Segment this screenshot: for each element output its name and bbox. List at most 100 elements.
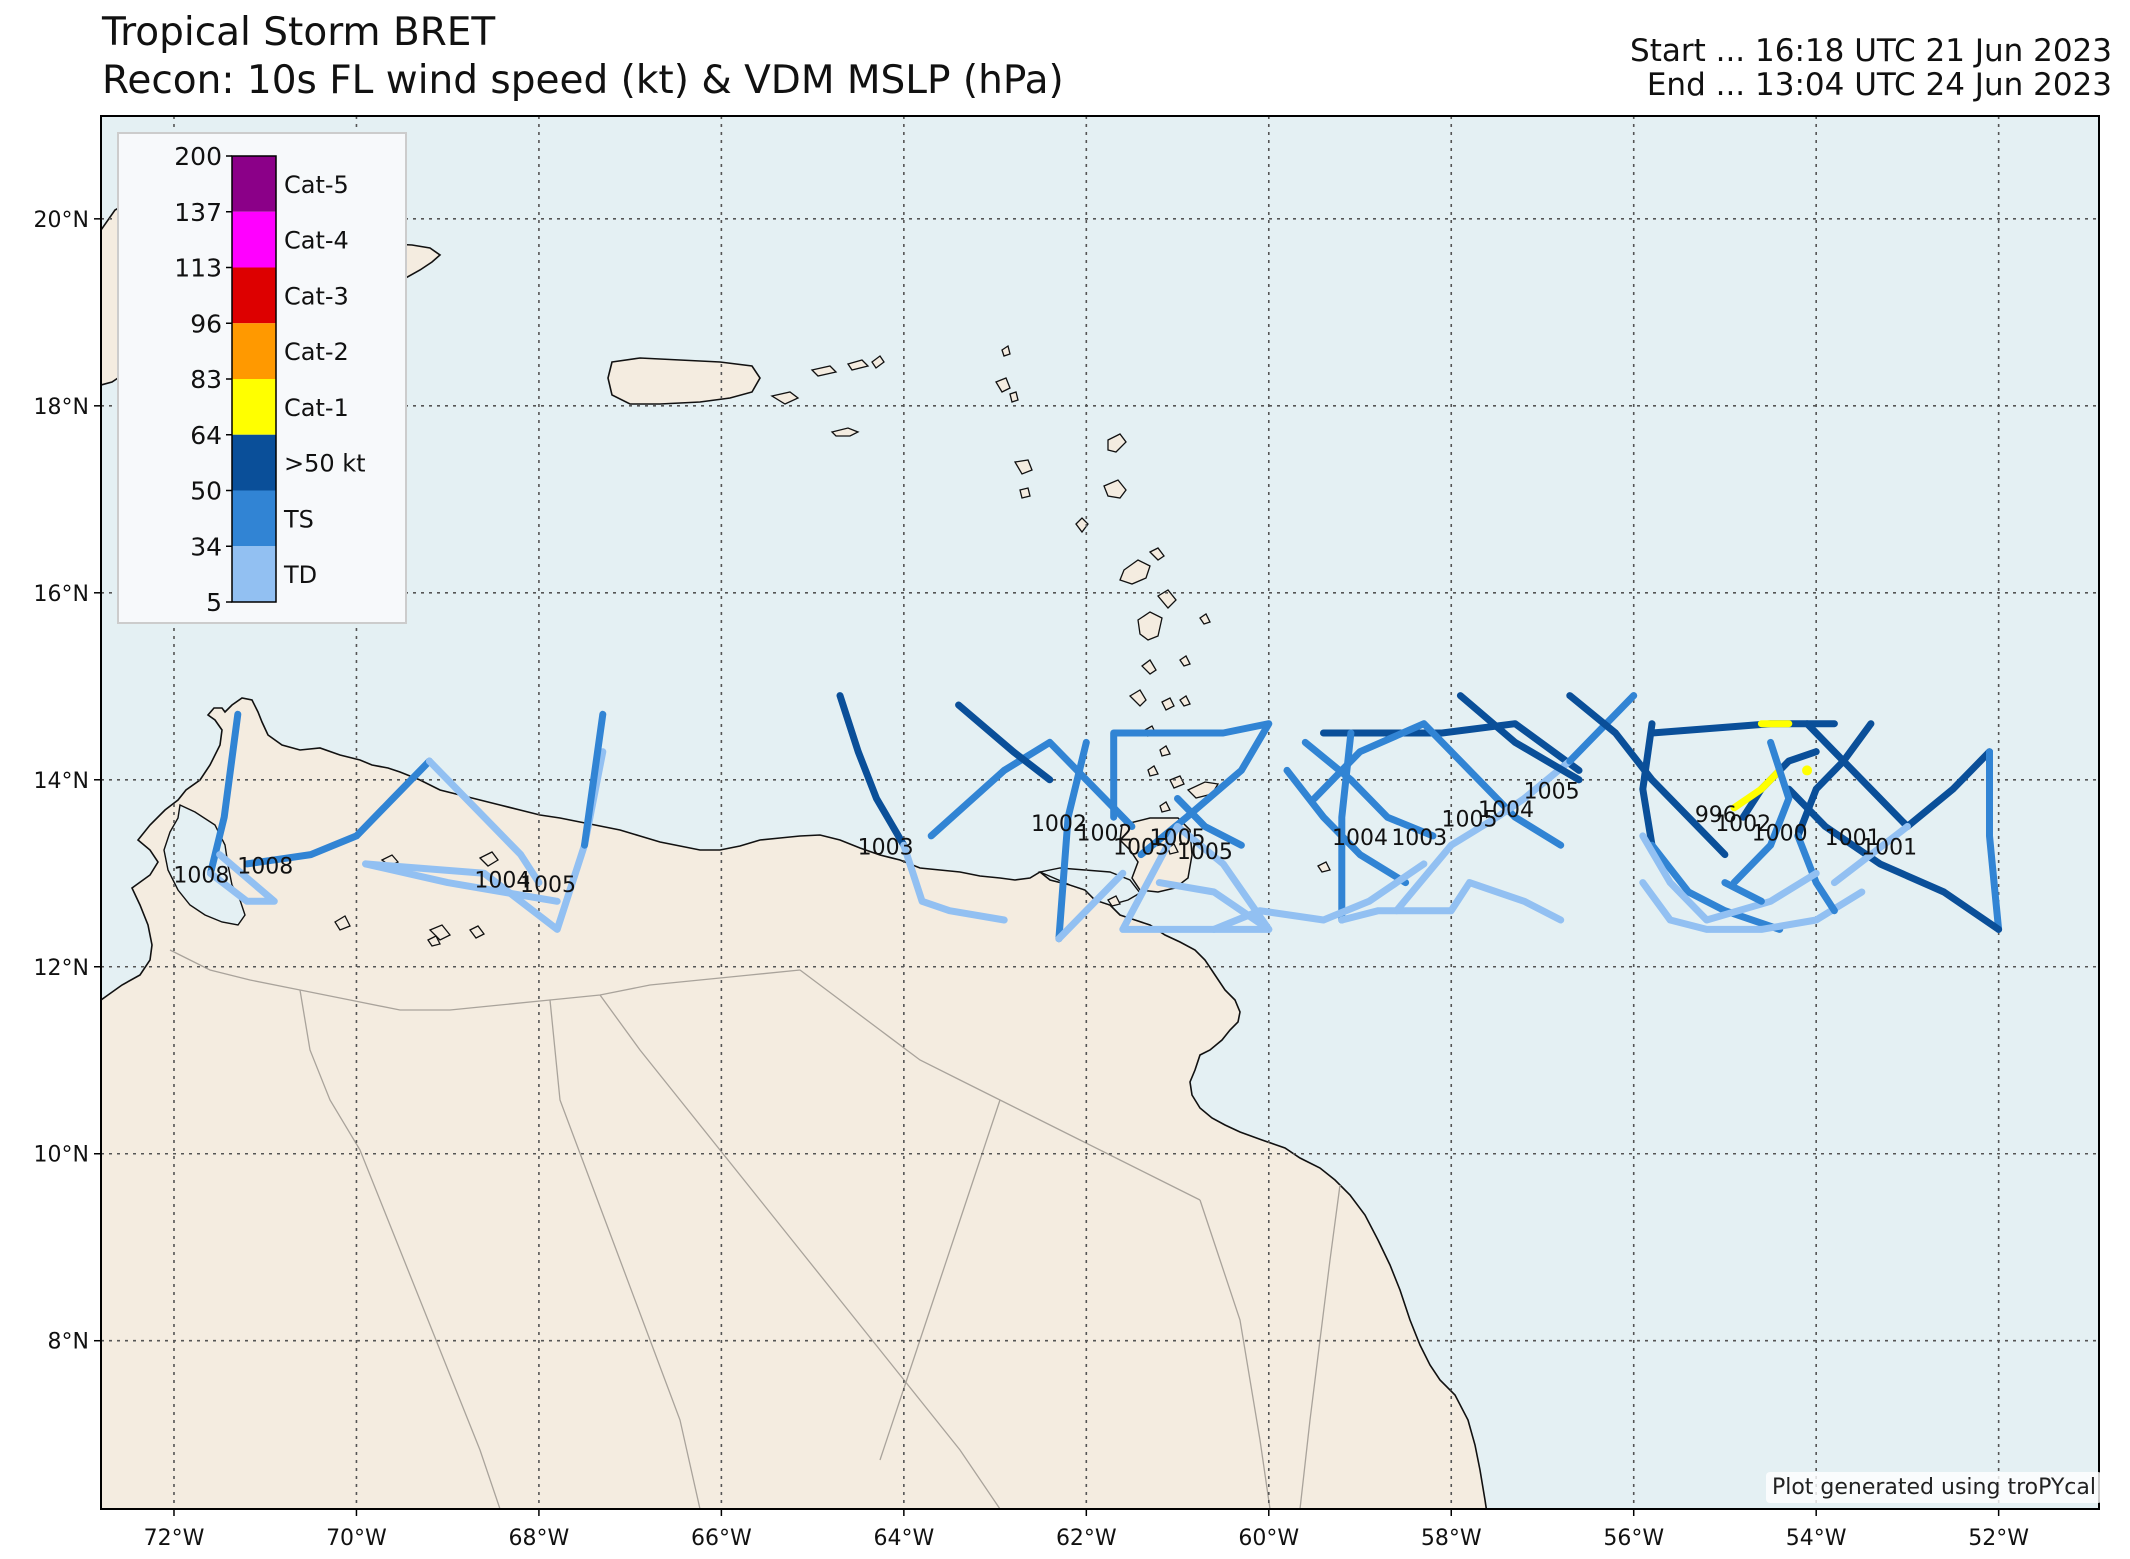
legend-tick-label: 137 xyxy=(174,198,222,227)
lat-tick-label: 12°N xyxy=(34,956,89,981)
flight-track-segment xyxy=(1283,766,1410,887)
flight-track-segment xyxy=(1110,720,1273,859)
vdm-pressure-label: 1005 xyxy=(1441,808,1497,833)
flight-track-segment xyxy=(207,851,278,905)
legend-label: TS xyxy=(283,505,314,533)
plot-frame xyxy=(100,115,2100,1510)
flight-track-segment xyxy=(1301,738,1437,840)
legend-swatch xyxy=(232,546,276,602)
legend-swatch xyxy=(232,211,276,268)
flight-track-segment xyxy=(1338,879,1565,924)
flight-track-segment xyxy=(1566,692,1729,859)
puerto-rico-island xyxy=(607,357,761,405)
legend-label: Cat-4 xyxy=(284,227,349,255)
flight-track-segment xyxy=(425,757,543,887)
flight-track-segment xyxy=(955,701,1054,784)
flight-track-segment xyxy=(1456,692,1583,784)
axis-tick-labels: 72°W 70°W 68°W 66°W 64°W 62°W 60°W 58°W 56°W 54°W… xyxy=(34,208,2030,1551)
legend-tick-label: 96 xyxy=(190,309,222,338)
flight-track-segment xyxy=(836,692,908,849)
legend-label: Cat-3 xyxy=(284,282,349,310)
legend-label: Cat-5 xyxy=(284,171,349,199)
flight-track-segment xyxy=(1338,729,1355,924)
vdm-pressure-label: 1003 xyxy=(858,836,914,861)
flight-track-segment xyxy=(1566,692,1638,765)
lon-tick-label: 60°W xyxy=(1238,1526,1299,1551)
legend-label: TD xyxy=(283,561,317,589)
vdm-point xyxy=(1802,765,1813,776)
vdm-pressure-label: 1001 xyxy=(1861,836,1917,861)
map-title: Tropical Storm BRET xyxy=(102,10,496,55)
legend-swatch xyxy=(232,267,276,324)
vdm-pressure-label: 1004 xyxy=(1478,798,1534,823)
vdm-pressure-label: 1005 xyxy=(520,873,576,898)
lon-tick-label: 72°W xyxy=(144,1526,205,1551)
vdm-pressure-label: 1002 xyxy=(1715,812,1771,837)
legend-label: Cat-1 xyxy=(284,394,349,422)
legend-tick-label: 5 xyxy=(206,588,222,617)
flight-track-segment xyxy=(1119,823,1273,933)
intensity-legend: Cat-5 Cat-4 Cat-3 Cat-2 Cat-1 >50 kt TS TD 200 13… xyxy=(117,132,407,624)
flight-track-segment xyxy=(1730,738,1793,887)
vdm-pressure-label: 1002 xyxy=(1077,822,1133,847)
vdm-pressure-label: 1008 xyxy=(173,864,229,889)
flight-track-segment xyxy=(1648,841,1784,933)
legend-tick-label: 200 xyxy=(174,142,222,171)
end-time: End ... 13:04 UTC 24 Jun 2023 xyxy=(1646,67,2112,103)
flight-tracks xyxy=(207,692,2003,943)
map-subtitle: Recon: 10s FL wind speed (kt) & VDM MSLP… xyxy=(102,58,1064,103)
flight-track-segment xyxy=(1639,832,1820,924)
lake-maracaibo xyxy=(163,803,246,926)
vdm-pressure-label: 1000 xyxy=(1752,822,1808,847)
flight-track-segment xyxy=(1721,879,1765,905)
vdm-pressure-label: 1005 xyxy=(1150,826,1206,851)
flight-track-segment xyxy=(1055,869,1127,943)
legend-tick-label: 64 xyxy=(190,421,222,450)
flight-track-segment xyxy=(1730,766,1784,812)
lat-tick-label: 10°N xyxy=(34,1143,89,1168)
vdm-pressure-label: 1005 xyxy=(1524,779,1580,804)
vdm-labels: 1008 100810041005100310021002100510051005… xyxy=(173,779,1917,897)
lon-tick-label: 64°W xyxy=(873,1526,934,1551)
legend-label: >50 kt xyxy=(284,450,366,478)
vdm-pressure-label: 1001 xyxy=(1825,826,1881,851)
flight-track-segment xyxy=(581,710,607,849)
lon-tick-label: 54°W xyxy=(1786,1526,1847,1551)
lon-tick-label: 52°W xyxy=(1968,1526,2029,1551)
flight-track-segment xyxy=(1830,823,1911,887)
lon-tick-label: 68°W xyxy=(509,1526,570,1551)
border-layer xyxy=(169,949,1341,1509)
lon-tick-label: 58°W xyxy=(1421,1526,1482,1551)
vdm-pressure-label: 1004 xyxy=(1332,826,1388,851)
flight-track-segment xyxy=(1055,738,1090,943)
vdm-pressure-label: 1005 xyxy=(1113,836,1169,861)
lat-tick-label: 8°N xyxy=(48,1330,89,1355)
flight-track-segment xyxy=(1785,785,2003,933)
flight-track-segment xyxy=(1210,860,1428,933)
vdm-pressure-label: 1005 xyxy=(1177,840,1233,865)
legend-swatch xyxy=(232,434,276,491)
flight-track-segment xyxy=(1320,720,1583,774)
flight-track-segment xyxy=(362,860,561,905)
flight-track-segment xyxy=(207,710,242,877)
lat-tick-label: 14°N xyxy=(34,769,89,794)
vdm-pressure-label: 996 xyxy=(1695,803,1737,828)
flight-track-segment xyxy=(1174,795,1245,849)
legend-swatch xyxy=(232,379,276,435)
time-range: Start ... 16:18 UTC 21 Jun 2023 End ... … xyxy=(1630,34,2112,102)
legend-swatch xyxy=(232,323,276,379)
lon-tick-label: 56°W xyxy=(1603,1526,1664,1551)
lon-tick-label: 66°W xyxy=(691,1526,752,1551)
vdm-pressure-label: 1003 xyxy=(1391,826,1447,851)
vdm-pressure-label: 1002 xyxy=(1031,812,1087,837)
lat-tick-label: 18°N xyxy=(34,395,89,420)
flight-track-segment xyxy=(1310,720,1565,849)
lat-tick-label: 16°N xyxy=(34,582,89,607)
vdm-pressure-label: 1004 xyxy=(474,868,530,893)
vdm-pressure-label: 1008 xyxy=(237,854,293,879)
legend-tick-label: 34 xyxy=(190,532,222,561)
south-america-land xyxy=(101,697,1488,1509)
lesser-antilles xyxy=(770,344,1331,907)
flight-track-segment xyxy=(1803,720,1993,830)
